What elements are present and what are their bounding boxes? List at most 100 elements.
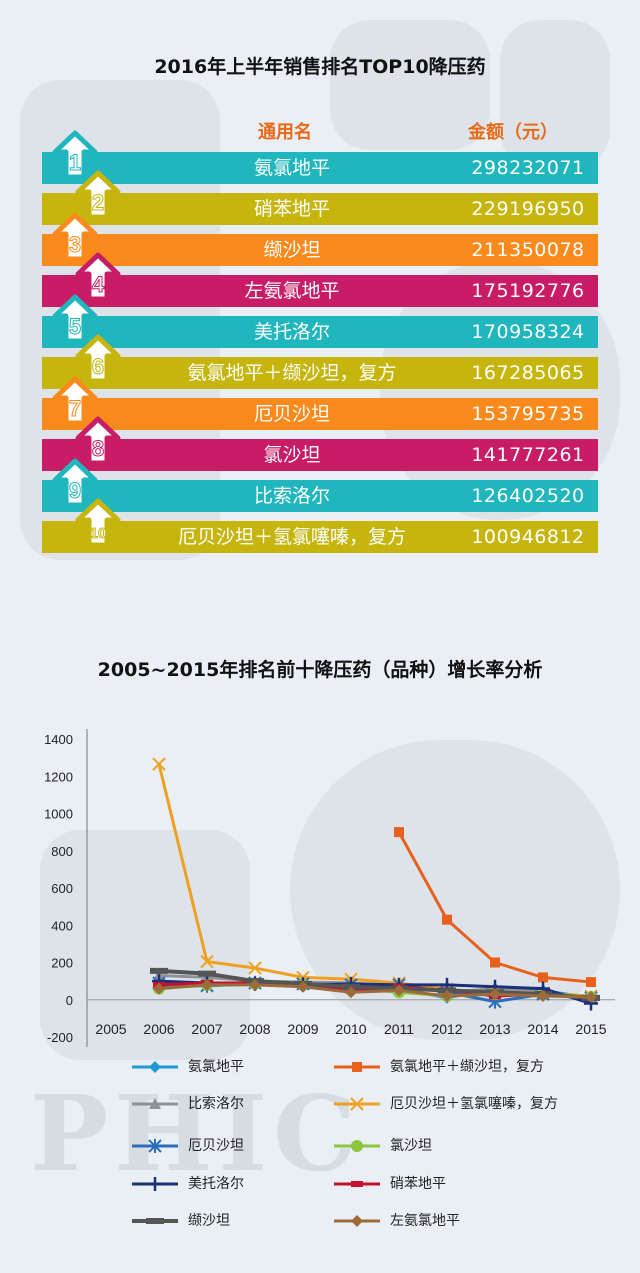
data-point	[345, 986, 357, 999]
line-chart: -200 0 200 400 600 800 1000 1200 1400 2005 2006 200…	[44, 729, 615, 1047]
data-point	[538, 972, 548, 983]
x-tick-label: 2014	[527, 1021, 558, 1037]
rank-number: 6	[92, 354, 104, 379]
rank-number: 8	[92, 436, 104, 461]
ranking-row: 厄贝沙坦 153795735	[42, 398, 598, 430]
data-point	[490, 957, 500, 968]
sales-amount: 153795735	[471, 403, 585, 425]
sales-amount: 170958324	[471, 321, 585, 343]
ranking-row: 氨氯地平＋缬沙坦，复方 167285065	[42, 357, 598, 389]
sales-amount: 229196950	[471, 198, 585, 220]
legend-swatch	[132, 1061, 178, 1073]
legend-label: 左氨氯地平	[390, 1213, 460, 1229]
legend-marker	[352, 1062, 362, 1072]
y-tick-label: -200	[47, 1030, 73, 1045]
x-tick-label: 2011	[384, 1021, 414, 1037]
series-2	[394, 827, 596, 988]
series-line	[158, 983, 592, 999]
drug-name: 缬沙坦	[263, 239, 321, 261]
legend-swatch	[334, 1140, 380, 1152]
legend-swatch	[132, 1218, 178, 1224]
legend-label: 比索洛尔	[188, 1096, 244, 1112]
ranking-row: 左氨氯地平 175192776	[42, 275, 598, 307]
series-line	[157, 763, 592, 998]
sales-amount: 141777261	[471, 444, 585, 466]
x-tick-label: 2012	[431, 1021, 462, 1037]
y-tick-label: 400	[51, 918, 73, 933]
drug-name: 美托洛尔	[253, 321, 330, 343]
data-point	[442, 914, 452, 925]
legend-label: 硝苯地平	[390, 1176, 446, 1192]
rank-arrow-icon: 3	[52, 212, 98, 262]
rank-number: 4	[92, 272, 105, 297]
legend-marker	[146, 1218, 164, 1224]
y-tick-label: 800	[51, 844, 73, 859]
ranking-row: 氨氯地平 298232071	[42, 152, 598, 184]
legend-label: 氨氯地平＋缬沙坦，复方	[390, 1059, 544, 1075]
data-point	[489, 988, 501, 1001]
legend-swatch	[132, 1139, 178, 1153]
legend-marker	[149, 1098, 161, 1109]
legend-marker	[351, 1215, 363, 1227]
drug-name: 厄贝沙坦＋氢氯噻嗪，复方	[177, 526, 406, 548]
ranking-row: 硝苯地平 229196950	[42, 193, 598, 225]
rank-number: 9	[69, 478, 81, 503]
rank-arrow-icon: 5	[52, 294, 98, 344]
ranking-row: 氯沙坦 141777261	[42, 439, 598, 471]
drug-name: 硝苯地平	[253, 198, 330, 220]
y-tick-label: 1200	[44, 769, 73, 784]
drug-name: 氨氯地平	[253, 157, 330, 179]
rank-arrow-icon: 9	[52, 458, 98, 508]
data-point	[393, 984, 405, 997]
chart-title: 2005~2015年排名前十降压药（品种）增长率分析	[97, 659, 543, 681]
rank-arrow-icon: 7	[52, 376, 98, 426]
y-tick-label: 1000	[44, 807, 73, 822]
legend-label: 厄贝沙坦＋氢氯噻嗪，复方	[390, 1096, 558, 1112]
x-tick-label: 2009	[287, 1021, 318, 1037]
series-4	[152, 757, 598, 1003]
data-point	[585, 990, 597, 1003]
ranking-row: 厄贝沙坦＋氢氯噻嗪，复方 100946812	[42, 521, 598, 553]
legend-swatch	[132, 1098, 178, 1109]
data-point	[441, 990, 453, 1003]
legend-marker	[148, 1139, 162, 1153]
legend-label: 厄贝沙坦	[188, 1138, 244, 1154]
rank-arrow-icon: 8	[75, 416, 121, 466]
legend-label: 氯沙坦	[390, 1138, 432, 1154]
background-shape	[500, 20, 610, 170]
data-point	[153, 982, 165, 995]
data-point	[198, 970, 216, 977]
legend-marker	[148, 1177, 162, 1191]
data-point	[248, 961, 262, 975]
y-tick-label: 0	[66, 993, 73, 1008]
x-tick-label: 2006	[143, 1021, 174, 1037]
series-line	[158, 968, 592, 1000]
rank-arrow-icon: 6	[75, 334, 121, 384]
ranking-row: 比索洛尔 126402520	[42, 480, 598, 512]
legend-swatch	[334, 1062, 380, 1072]
watermark: PHIC	[30, 1072, 362, 1195]
rank-number: 10	[90, 525, 107, 542]
legend-swatch	[334, 1097, 380, 1111]
data-point	[152, 757, 166, 771]
ranking-title: 2016年上半年销售排名TOP10降压药	[154, 56, 486, 78]
rank-number: 3	[69, 232, 81, 257]
background-shape	[40, 830, 250, 1060]
drug-name: 厄贝沙坦	[253, 403, 330, 425]
rank-number: 5	[69, 314, 81, 339]
rank-arrow-icon: 1	[52, 130, 98, 180]
x-tick-label: 2008	[239, 1021, 270, 1037]
x-tick-label: 2015	[575, 1021, 606, 1037]
y-tick-label: 200	[51, 956, 73, 971]
drug-name: 比索洛尔	[253, 485, 330, 507]
legend-swatch	[334, 1215, 380, 1227]
data-point	[201, 978, 213, 991]
drug-name: 氯沙坦	[263, 444, 321, 466]
y-tick-label: 600	[51, 881, 73, 896]
x-tick-label: 2013	[479, 1021, 510, 1037]
data-point	[150, 967, 168, 974]
background-shape	[330, 20, 490, 150]
data-point	[537, 990, 549, 1003]
header-name: 通用名	[258, 122, 312, 143]
ranking-row: 美托洛尔 170958324	[42, 316, 598, 348]
